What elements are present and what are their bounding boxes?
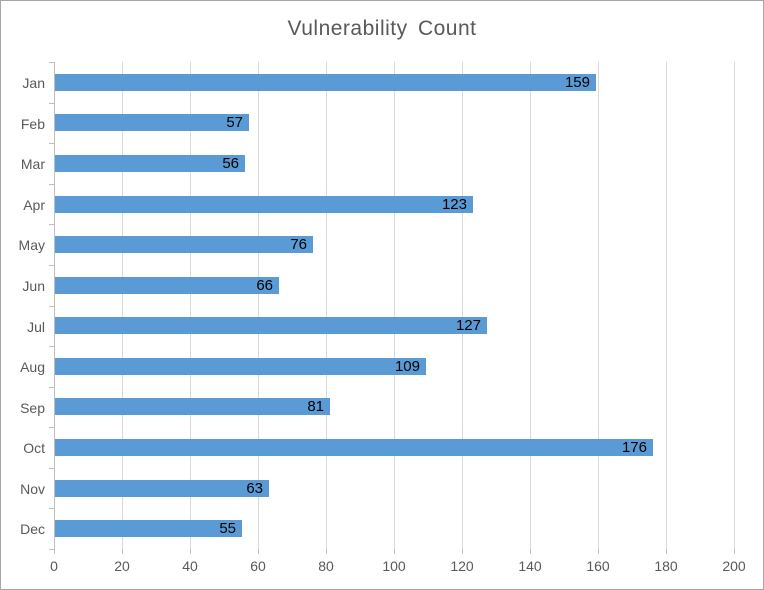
bar-data-label: 66 xyxy=(256,277,273,294)
category-label: Jan xyxy=(22,74,45,91)
category-label: Apr xyxy=(23,196,45,213)
bar-data-label: 159 xyxy=(564,74,590,91)
y-axis-tick xyxy=(49,265,54,266)
x-tick-label: 20 xyxy=(114,558,130,574)
y-axis-tick xyxy=(49,184,54,185)
bar-data-label: 76 xyxy=(290,236,307,253)
bar-data-label: 57 xyxy=(226,114,243,131)
category-label: Mar xyxy=(20,155,45,172)
x-tick-label: 100 xyxy=(382,558,406,574)
x-tick-label: 140 xyxy=(518,558,542,574)
gridline xyxy=(734,62,735,549)
category-label: Nov xyxy=(20,480,45,497)
y-axis-tick xyxy=(49,103,54,104)
bar-data-label: 63 xyxy=(246,480,263,497)
x-axis-tick xyxy=(462,549,463,554)
gridline xyxy=(122,62,123,549)
y-axis-tick xyxy=(49,143,54,144)
gridline xyxy=(190,62,191,549)
gridline xyxy=(666,62,667,549)
category-label: Oct xyxy=(23,439,45,456)
x-axis-tick xyxy=(190,549,191,554)
y-axis-tick xyxy=(49,387,54,388)
category-label: Feb xyxy=(20,115,45,132)
category-label: Jun xyxy=(22,277,45,294)
x-tick-label: 60 xyxy=(250,558,266,574)
gridline xyxy=(462,62,463,549)
bar xyxy=(55,480,269,497)
bar-data-label: 123 xyxy=(441,196,467,213)
bar-data-label: 109 xyxy=(394,358,420,375)
bar xyxy=(55,520,242,537)
x-axis-tick xyxy=(666,549,667,554)
x-axis-tick xyxy=(734,549,735,554)
x-tick-label: 120 xyxy=(450,558,474,574)
category-label: Dec xyxy=(20,520,45,537)
x-tick-label: 0 xyxy=(50,558,58,574)
x-tick-label: 160 xyxy=(586,558,610,574)
x-axis-tick xyxy=(530,549,531,554)
category-label: Sep xyxy=(20,399,45,416)
bar xyxy=(55,114,249,131)
x-axis-tick xyxy=(326,549,327,554)
y-axis-tick xyxy=(49,224,54,225)
bar xyxy=(55,277,279,294)
y-axis-tick xyxy=(49,549,54,550)
x-axis-tick xyxy=(54,549,55,554)
bar xyxy=(55,236,313,253)
bar xyxy=(55,196,473,213)
gridline xyxy=(530,62,531,549)
y-axis-line xyxy=(54,62,55,549)
bar-data-label: 127 xyxy=(455,317,481,334)
gridline xyxy=(394,62,395,549)
x-axis-tick xyxy=(394,549,395,554)
y-axis-tick xyxy=(49,306,54,307)
bar xyxy=(55,317,487,334)
bar-data-label: 56 xyxy=(222,155,239,172)
x-axis-tick xyxy=(598,549,599,554)
bar xyxy=(55,155,245,172)
bar-data-label: 55 xyxy=(219,520,236,537)
y-axis-tick xyxy=(49,508,54,509)
x-axis-tick xyxy=(258,549,259,554)
x-axis-tick xyxy=(122,549,123,554)
y-axis-tick xyxy=(49,62,54,63)
x-tick-label: 180 xyxy=(654,558,678,574)
y-axis-tick xyxy=(49,468,54,469)
chart-title: Vulnerability Count xyxy=(287,17,477,40)
x-tick-label: 40 xyxy=(182,558,198,574)
bar xyxy=(55,439,653,456)
bar-data-label: 176 xyxy=(621,439,647,456)
bar-data-label: 81 xyxy=(307,398,324,415)
bar xyxy=(55,358,426,375)
category-label: Aug xyxy=(20,358,45,375)
gridline xyxy=(326,62,327,549)
category-label: May xyxy=(18,236,45,253)
gridline xyxy=(598,62,599,549)
gridline xyxy=(258,62,259,549)
category-label: Jul xyxy=(27,318,45,335)
x-tick-label: 80 xyxy=(318,558,334,574)
y-axis-tick xyxy=(49,346,54,347)
bar xyxy=(55,398,330,415)
plot-area: 159 57 56 123 76 66 127 109 81 176 63 55 xyxy=(54,62,735,549)
bar xyxy=(55,74,596,91)
x-tick-label: 200 xyxy=(722,558,746,574)
y-axis-tick xyxy=(49,427,54,428)
